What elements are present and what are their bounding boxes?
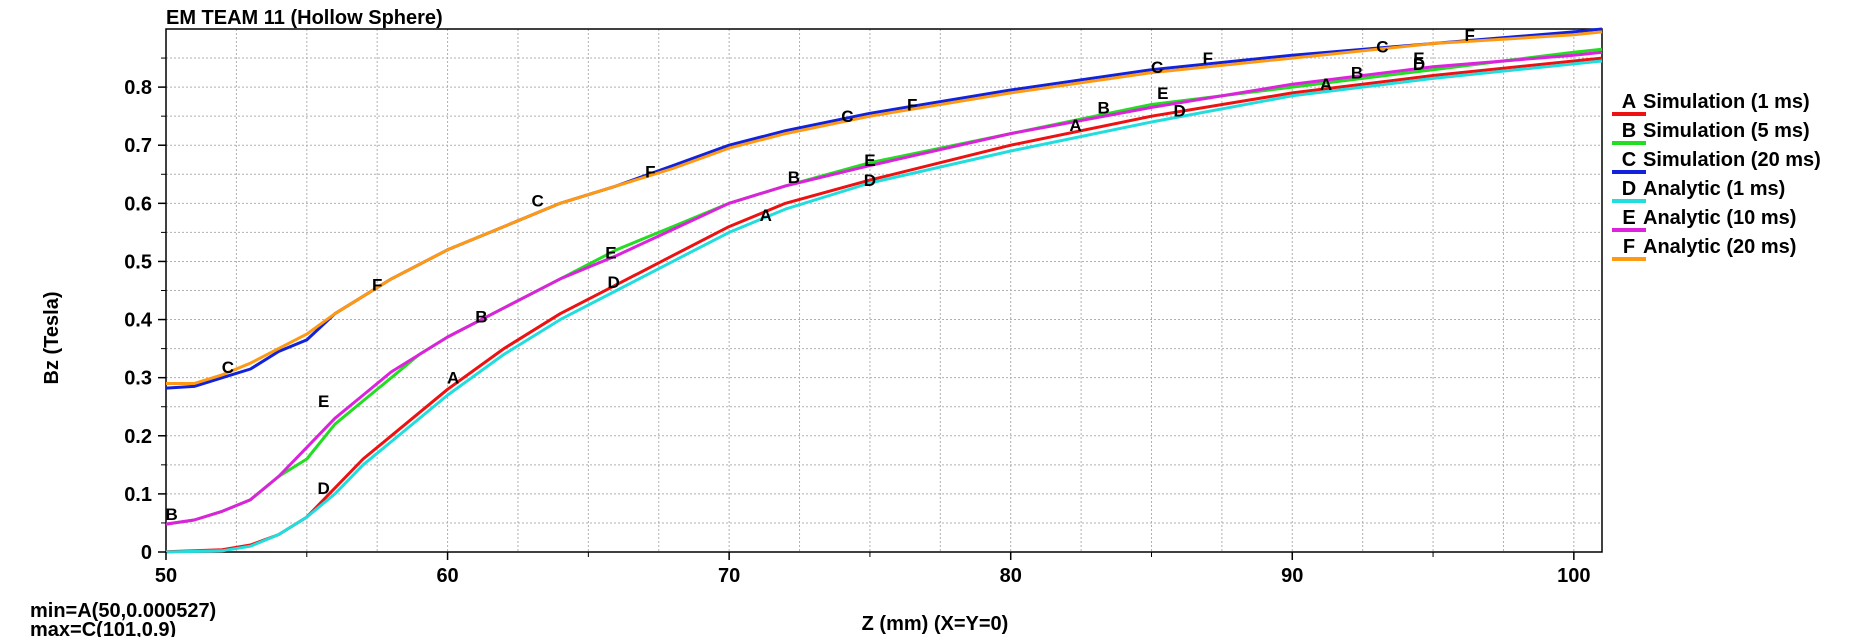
series-marker-f: F [645,162,655,181]
series-marker-b: B [1097,98,1109,117]
legend-marker: B [1622,120,1636,142]
max-label: max=C(101,0.9) [30,619,176,637]
series-marker-a: A [1069,116,1081,135]
legend-marker: F [1623,236,1635,258]
legend-marker: E [1622,207,1635,229]
y-tick-label: 0.5 [124,251,152,273]
x-tick-label: 80 [1000,565,1022,587]
series-marker-d: D [318,479,330,498]
x-tick-label: 60 [436,565,458,587]
x-tick-label: 100 [1557,565,1590,587]
series-marker-c: C [222,358,234,377]
y-tick-label: 0.8 [124,77,152,99]
y-tick-label: 0.4 [124,310,153,332]
series-marker-f: F [372,276,382,295]
series-marker-d: D [864,171,876,190]
series-marker-e: E [864,151,875,170]
legend-marker: A [1622,91,1636,113]
legend-label: Simulation (1 ms) [1643,91,1810,113]
legend-marker: C [1622,149,1636,171]
series-layer [165,27,1603,554]
series-line-a [165,56,1603,554]
y-ticks: 0 0.1 0.2 0.3 0.4 0.5 0.6 0.7 0.8 [124,57,166,564]
series-marker-c: C [841,107,853,126]
series-marker-f: F [1203,49,1213,68]
legend-label: Analytic (10 ms) [1643,207,1796,229]
series-marker-e: E [318,392,329,411]
series-marker-e: E [1157,84,1168,103]
x-axis-label: Z (mm) (X=Y=0) [862,613,1009,635]
legend-label: Simulation (20 ms) [1643,149,1821,171]
min-label: min=A(50,0.000527) [30,600,216,622]
series-marker-b: B [1351,64,1363,83]
y-tick-label: 0.1 [124,484,152,506]
y-tick-label: 0.2 [124,426,152,448]
series-marker-e: E [1413,49,1424,68]
series-line-e [165,50,1603,526]
legend-label: Analytic (1 ms) [1643,178,1785,200]
series-marker-d: D [1174,101,1186,120]
series-line-d [165,59,1603,554]
y-tick-label: 0.7 [124,135,152,157]
series-marker-d: D [608,273,620,292]
series-marker-b: B [165,505,177,524]
series-marker-b: B [788,168,800,187]
x-ticks: 50 60 70 80 90 100 [155,552,1591,587]
x-tick-label: 50 [155,565,177,587]
y-tick-label: 0.6 [124,193,152,215]
series-marker-d: D [1413,55,1425,74]
series-marker-c: C [532,191,544,210]
y-axis-label: Bz (Tesla) [41,292,63,385]
x-tick-label: 70 [718,565,740,587]
series-marker-a: A [447,369,459,388]
series-marker-a: A [1320,75,1332,94]
legend-marker: D [1622,178,1636,200]
series-line-f [166,30,1603,385]
series-marker-e: E [605,244,616,263]
x-tick-label: 90 [1281,565,1303,587]
series-marker-b: B [475,308,487,327]
series-marker-f: F [1464,26,1474,45]
legend-label: Analytic (20 ms) [1643,236,1796,258]
y-tick-label: 0 [141,542,152,564]
y-tick-label: 0.3 [124,368,152,390]
series-marker-f: F [907,96,917,115]
legend: A Simulation (1 ms) B Simulation (5 ms) C Sim… [1612,91,1821,261]
series-marker-c: C [1151,58,1163,77]
series-marker-a: A [760,206,772,225]
legend-label: Simulation (5 ms) [1643,120,1810,142]
series-marker-c: C [1376,37,1388,56]
chart-title: EM TEAM 11 (Hollow Sphere) [166,7,443,29]
